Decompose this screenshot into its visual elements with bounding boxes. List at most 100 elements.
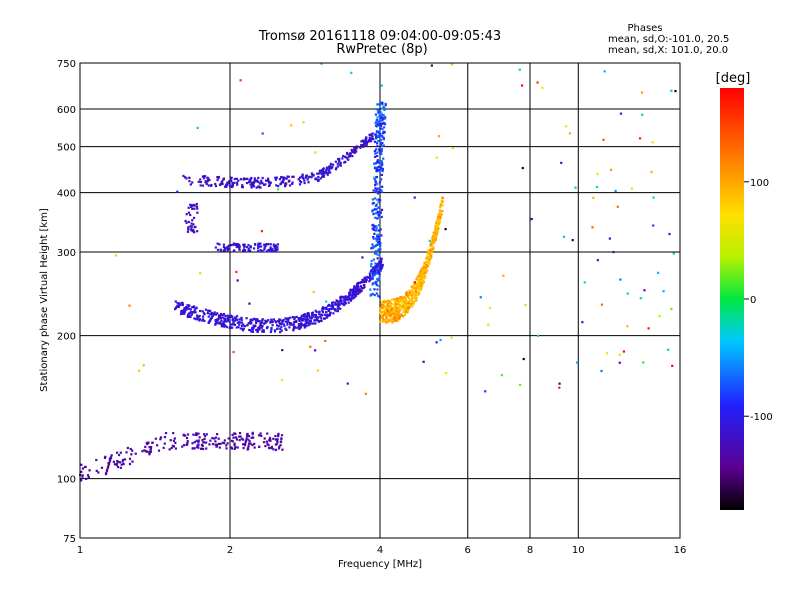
data-point [224,317,227,320]
data-point [350,288,353,292]
data-point [187,315,190,319]
data-point [238,439,241,442]
data-point [340,302,343,305]
phases-o-line: mean, sd,O:-101.0, 20.5 [608,34,729,45]
data-point [358,288,362,291]
data-point [210,313,213,316]
data-point [253,177,256,180]
data-point [520,84,524,87]
data-point [247,244,250,247]
data-point [416,285,420,288]
data-point [368,280,371,283]
data-point [418,276,422,280]
data-point [109,456,113,459]
data-point [204,434,207,438]
data-point [276,438,279,441]
data-point [233,447,236,450]
data-point [668,232,671,236]
colorbar [720,88,744,510]
data-point [249,245,252,248]
data-point [375,131,378,134]
data-point [288,321,292,325]
data-point [327,309,331,312]
data-point [305,315,308,318]
data-point [342,296,346,299]
data-point [297,325,300,328]
data-point [425,257,428,260]
data-point [215,321,218,324]
data-point [378,233,381,237]
data-point [428,251,431,254]
data-point [363,141,366,144]
data-point [389,306,392,309]
data-point [397,315,400,318]
data-point [378,260,381,263]
data-point [193,309,196,312]
data-point [380,234,383,237]
data-point [380,143,383,146]
data-point [311,311,315,314]
data-point [208,320,211,323]
data-point [314,309,317,312]
data-point [324,339,327,343]
data-point [322,174,326,177]
data-point [377,240,380,244]
data-point [430,251,433,254]
data-point [259,242,262,245]
data-point [246,448,249,451]
data-point [426,251,429,255]
data-point [375,170,379,173]
data-point [255,186,258,189]
data-point [436,224,439,227]
data-point [399,304,402,307]
data-point [142,364,145,367]
data-point [382,137,385,141]
data-point [246,177,249,180]
data-point [249,442,252,445]
data-point [388,312,391,316]
data-point [356,145,359,149]
data-point [342,299,345,302]
data-point [207,177,210,180]
data-point [336,307,339,310]
data-point [226,249,229,252]
data-point [321,171,324,175]
data-point [307,313,310,317]
data-point [236,243,239,246]
data-point [307,318,310,321]
data-point [405,310,408,313]
data-point [199,180,202,184]
data-point [334,168,337,171]
data-point [117,453,121,457]
data-point [435,221,438,224]
data-point [390,311,393,314]
data-point [369,139,373,143]
data-point [429,244,432,248]
data-point [413,300,416,303]
data-point [319,177,322,180]
data-point [100,466,104,469]
data-point [322,175,325,178]
data-point [123,458,127,461]
data-point [307,176,310,179]
data-point [322,170,325,173]
data-point [319,315,322,318]
data-point [380,310,383,314]
data-point [595,185,599,189]
data-point [193,204,196,207]
data-point [349,152,352,155]
data-point [371,271,374,274]
data-point [325,168,328,171]
data-point [293,317,296,321]
data-point [298,183,302,186]
data-point [372,282,375,285]
data-point [387,307,390,311]
data-point [581,321,584,324]
data-point [235,438,239,441]
data-point [413,281,416,284]
data-point [170,446,173,450]
data-point [349,299,352,302]
y-tick-label: 500 [57,143,76,154]
data-point [380,301,383,304]
data-point [439,206,442,209]
